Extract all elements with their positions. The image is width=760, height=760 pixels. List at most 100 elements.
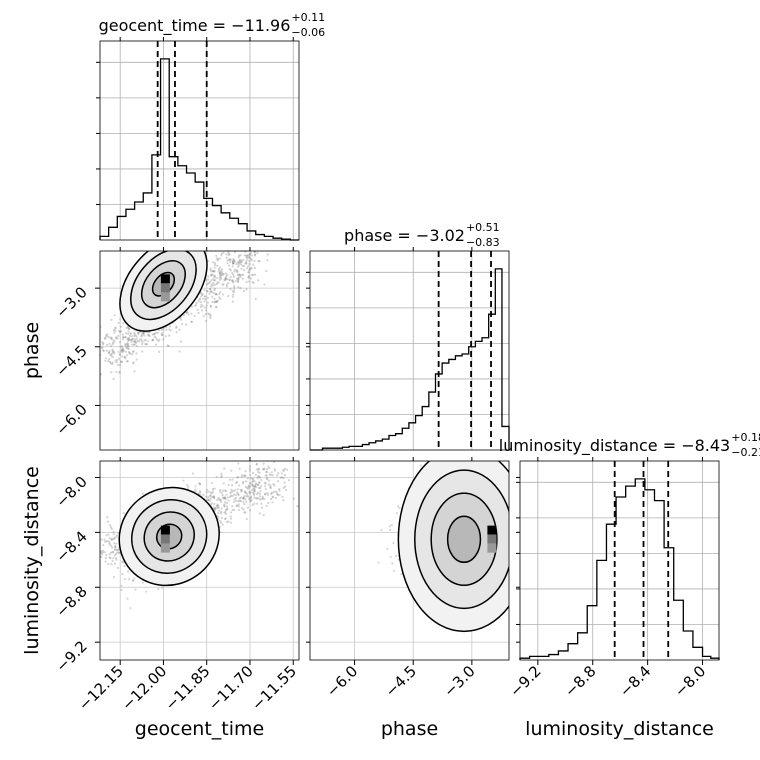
sample-point	[223, 511, 226, 514]
sample-point	[130, 340, 133, 343]
sample-point	[257, 483, 260, 486]
sample-point	[227, 251, 230, 253]
sample-point	[110, 371, 113, 374]
sample-point	[113, 536, 116, 539]
sample-point	[247, 271, 250, 274]
sample-point	[178, 248, 180, 250]
sample-point	[237, 264, 240, 267]
sample-point	[225, 493, 228, 496]
sample-point	[179, 242, 181, 244]
sample-point	[269, 484, 272, 487]
sample-point	[228, 267, 231, 271]
sample-point	[213, 287, 217, 290]
sample-point	[114, 359, 117, 362]
sample-point	[115, 337, 118, 340]
sample-point	[187, 242, 189, 244]
sample-point	[253, 273, 257, 276]
sample-point	[235, 504, 238, 508]
sample-point	[105, 534, 108, 537]
sample-point	[221, 496, 224, 499]
sample-point	[258, 512, 261, 515]
sample-point	[186, 311, 189, 314]
sample-point	[240, 259, 243, 262]
sample-point	[245, 280, 248, 284]
sample-point	[114, 327, 117, 330]
sample-point	[113, 352, 116, 355]
sample-point	[214, 292, 218, 296]
sample-point	[102, 544, 105, 547]
sample-point	[94, 348, 96, 350]
sample-point	[273, 484, 276, 487]
sample-point	[237, 277, 240, 280]
sample-point	[262, 467, 265, 470]
sample-point	[246, 477, 249, 480]
sample-point	[251, 273, 254, 277]
sample-point	[175, 331, 178, 334]
sample-point	[231, 279, 234, 282]
sample-point	[243, 248, 245, 250]
sample-point	[225, 283, 228, 286]
sample-point	[143, 334, 146, 337]
sample-point	[209, 274, 212, 277]
sample-point	[248, 485, 251, 488]
sample-point	[243, 474, 246, 477]
sample-point	[231, 262, 235, 265]
sample-point	[257, 467, 260, 470]
sample-point	[218, 278, 221, 282]
sample-point	[195, 301, 198, 304]
sample-point	[117, 549, 120, 552]
sample-point	[209, 499, 212, 503]
sample-point	[113, 554, 116, 557]
sample-point	[112, 556, 115, 560]
sample-point	[237, 285, 240, 289]
sample-point	[132, 350, 135, 353]
sample-point	[515, 533, 517, 535]
sample-point	[224, 277, 227, 280]
sample-point	[114, 326, 117, 329]
sample-point	[204, 313, 207, 316]
sample-point	[103, 337, 107, 340]
sample-point	[253, 251, 256, 254]
sample-point	[105, 554, 108, 557]
sample-point	[217, 515, 220, 518]
sample-point	[126, 342, 129, 345]
sample-point	[113, 542, 116, 545]
sample-point	[131, 350, 135, 354]
sample-point	[254, 297, 257, 300]
sample-point	[235, 269, 239, 272]
sample-point	[235, 270, 239, 273]
sample-point	[127, 578, 131, 581]
sample-point	[237, 278, 240, 282]
sample-point	[236, 480, 239, 484]
sample-point	[210, 291, 214, 294]
sample-point	[183, 314, 186, 317]
sample-point	[213, 261, 217, 265]
sample-point	[245, 480, 248, 483]
sample-point	[137, 332, 140, 336]
sample-point	[237, 274, 240, 277]
sample-point	[257, 491, 260, 494]
sample-point	[228, 249, 230, 251]
sample-point	[213, 279, 217, 282]
sample-point	[133, 331, 136, 335]
sample-point	[212, 495, 215, 498]
sample-point	[112, 550, 115, 554]
sample-point	[135, 335, 138, 338]
sample-point	[231, 295, 235, 298]
sample-point	[242, 480, 245, 484]
sample-point	[230, 491, 233, 494]
sample-point	[224, 510, 227, 514]
sample-point	[265, 474, 268, 477]
sample-point	[219, 476, 223, 479]
sample-point	[216, 299, 219, 302]
sample-point	[263, 481, 267, 484]
sample-point	[272, 482, 275, 486]
sample-point	[245, 262, 248, 265]
sample-point	[258, 481, 261, 484]
sample-point	[241, 482, 245, 485]
sample-point	[233, 284, 236, 288]
sample-point	[157, 339, 160, 343]
sample-point	[213, 487, 216, 490]
histogram-luminosity_distance	[519, 478, 720, 660]
sample-point	[265, 270, 268, 273]
